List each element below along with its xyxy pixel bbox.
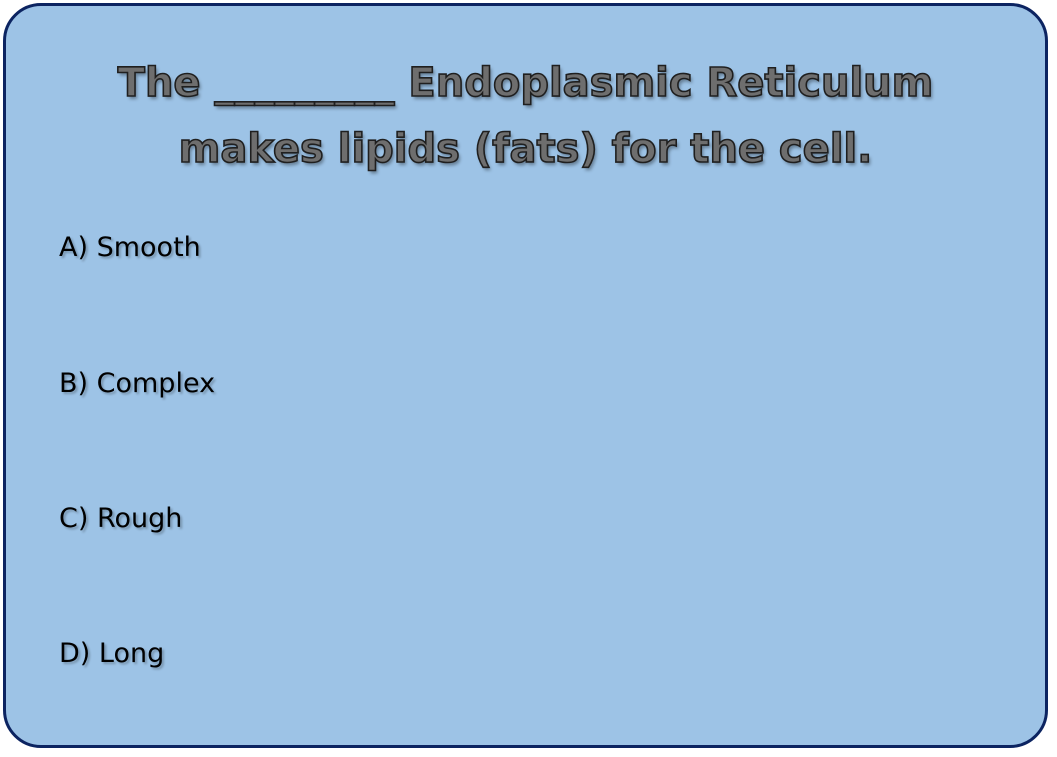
option-b[interactable]: B) Complex (59, 368, 216, 399)
question-text: The _________ Endoplasmic Reticulum make… (6, 50, 1045, 182)
option-a[interactable]: A) Smooth (59, 232, 201, 263)
option-d[interactable]: D) Long (59, 638, 165, 669)
question-line-2: makes lipids (fats) for the cell. (178, 125, 873, 173)
question-line-1: The _________ Endoplasmic Reticulum (117, 59, 934, 107)
quiz-card: The _________ Endoplasmic Reticulum make… (3, 3, 1048, 748)
option-c[interactable]: C) Rough (59, 503, 183, 534)
